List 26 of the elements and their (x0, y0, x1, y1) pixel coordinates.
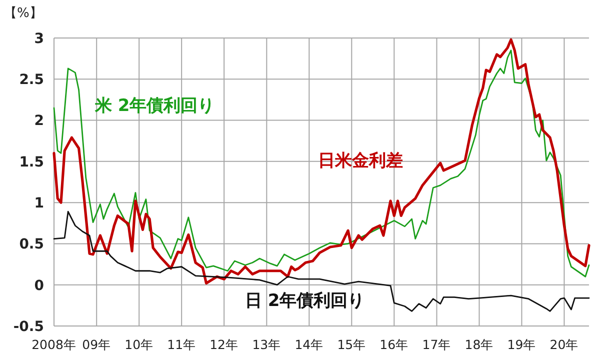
y-tick-label: 3 (34, 30, 44, 47)
y-axis-title: 【%】 (4, 6, 42, 21)
x-tick-label: 15年 (337, 337, 366, 352)
x-tick-label: 13年 (252, 337, 282, 352)
y-tick-label: 1.5 (19, 154, 44, 170)
series-label: 米 2年債利回り (94, 96, 215, 116)
x-tick-label: 14年 (294, 337, 324, 352)
x-tick-label: 11年 (167, 337, 196, 352)
y-tick-label: 0 (34, 278, 44, 294)
y-tick-label: -0.5 (13, 318, 44, 335)
x-tick-label: 09年 (82, 337, 112, 352)
x-tick-label: 16年 (380, 337, 409, 352)
y-tick-label: 2 (34, 113, 44, 130)
x-tick-label: 17年 (422, 337, 452, 352)
y-tick-label: 2.5 (19, 72, 44, 88)
x-tick-label: 10年 (124, 337, 154, 352)
x-tick-label: 2008年 (32, 337, 76, 352)
series-label: 日 2年債利回り (245, 291, 365, 311)
x-tick-label: 20年 (550, 337, 579, 352)
x-tick-label: 18年 (464, 337, 494, 352)
series-label: 日米金利差 (318, 151, 403, 171)
y-tick-label: 0.5 (19, 236, 44, 253)
y-tick-label: 1 (34, 195, 44, 212)
line-series (53, 210, 590, 312)
x-tick-label: 12年 (210, 337, 239, 352)
x-tick-label: 19年 (507, 337, 536, 352)
